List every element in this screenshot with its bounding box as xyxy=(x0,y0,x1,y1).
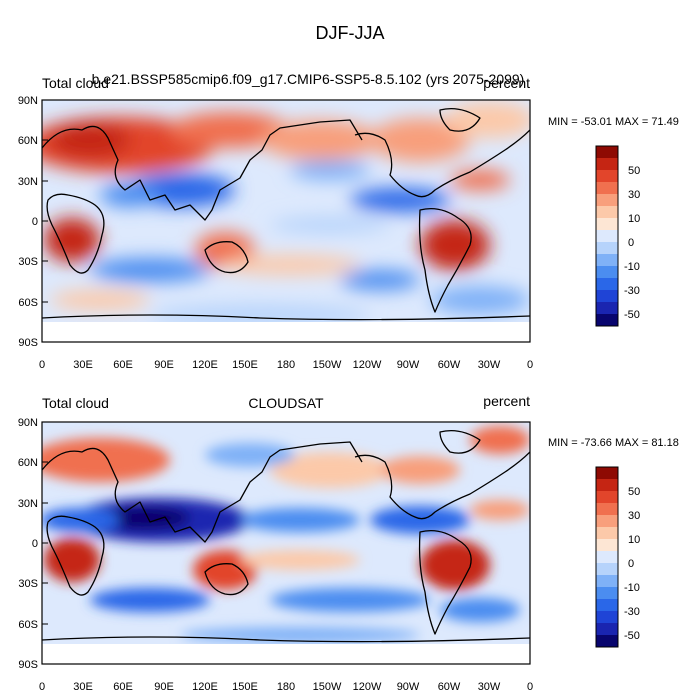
panel-2-x-tick: 90E xyxy=(154,681,174,693)
panel-2-colorbar: 50 30 10 0 -10 -30 -50 xyxy=(595,466,640,648)
panel-1-stats: MIN = -53.01 MAX = 71.49 xyxy=(548,116,679,128)
panel-2-y-tick: 60N xyxy=(18,457,38,469)
panel-1-x-tick: 0 xyxy=(39,359,45,371)
panel-1-x-tick: 0 xyxy=(527,359,533,371)
panel-1-x-tick: 120W xyxy=(353,359,382,371)
panel-2-coastlines xyxy=(42,429,530,643)
panel-2-right-label: percent xyxy=(483,393,530,409)
panel-2-colorbar-label: 10 xyxy=(628,534,640,546)
panel-1-x-tick: 90E xyxy=(154,359,174,371)
panel-1-y-tick: 60N xyxy=(18,135,38,147)
panel-2-x-tick: 150W xyxy=(313,681,342,693)
panel-2-x-tick: 60W xyxy=(438,681,461,693)
panel-1-colorbar: 50 30 10 0 -10 -30 -50 xyxy=(595,145,640,327)
panel-2-x-tick: 150E xyxy=(232,681,258,693)
panel-2-center-label: CLOUDSAT xyxy=(248,395,324,411)
panel-1-colorbar-label: -10 xyxy=(624,261,640,273)
panel-1-colorbar-label: -50 xyxy=(624,309,640,321)
panel-2-y-axis: 90N 60N 30N 0 30S 60S 90S xyxy=(18,417,48,671)
panel-2-left-label: Total cloud xyxy=(42,395,109,411)
panel-1-x-tick: 30E xyxy=(73,359,93,371)
panel-1-center-label: b.e21.BSSP585cmip6.f09_g17.CMIP6-SSP5-8.… xyxy=(92,71,525,87)
panel-1-colorbar-label: 0 xyxy=(628,237,634,249)
panel-1-y-tick: 0 xyxy=(32,216,38,228)
panel-1-y-tick: 90S xyxy=(18,337,38,349)
panel-2-x-tick: 0 xyxy=(39,681,45,693)
panel-2: Total cloud CLOUDSAT percent xyxy=(18,393,679,693)
panel-2-colorbar-label: 0 xyxy=(628,558,634,570)
figure-title: DJF-JJA xyxy=(316,23,385,43)
panel-1-x-tick: 180 xyxy=(277,359,295,371)
panel-1-y-axis: 90N 60N 30N 0 30S 60S 90S xyxy=(18,95,48,349)
panel-1-x-tick: 90W xyxy=(397,359,420,371)
panel-2-x-tick: 120E xyxy=(192,681,218,693)
panel-1-field xyxy=(42,100,530,342)
panel-2-colorbar-label: -30 xyxy=(624,606,640,618)
panel-1-colorbar-label: 50 xyxy=(628,165,640,177)
panel-2-x-tick: 180 xyxy=(277,681,295,693)
panel-1-right-label: percent xyxy=(483,75,530,91)
panel-1-x-axis: 0 30E 60E 90E 120E 150E 180 150W 120W 90… xyxy=(39,359,533,371)
panel-2-y-tick: 0 xyxy=(32,538,38,550)
panel-2-x-tick: 0 xyxy=(527,681,533,693)
panel-2-x-tick: 30E xyxy=(73,681,93,693)
panel-2-y-tick: 90S xyxy=(18,659,38,671)
panel-2-y-tick: 30N xyxy=(18,498,38,510)
panel-1-y-tick: 90N xyxy=(18,95,38,107)
panel-2-colorbar-label: -50 xyxy=(624,630,640,642)
panel-2-x-tick: 60E xyxy=(113,681,133,693)
panel-1-colorbar-label: 30 xyxy=(628,189,640,201)
panel-2-y-tick: 30S xyxy=(18,578,38,590)
panel-1-left-label: Total cloud xyxy=(42,75,109,91)
panel-1-y-tick: 30S xyxy=(18,256,38,268)
panel-1-x-tick: 150E xyxy=(232,359,258,371)
panel-2-x-tick: 30W xyxy=(478,681,501,693)
panel-1-x-tick: 60E xyxy=(113,359,133,371)
panel-2-stats: MIN = -73.66 MAX = 81.18 xyxy=(548,437,679,449)
panel-1: Total cloud b.e21.BSSP585cmip6.f09_g17.C… xyxy=(18,71,679,371)
panel-1-y-tick: 60S xyxy=(18,297,38,309)
panel-1-y-tick: 30N xyxy=(18,176,38,188)
panel-1-x-tick: 120E xyxy=(192,359,218,371)
panel-2-x-tick: 90W xyxy=(397,681,420,693)
panel-1-colorbar-label: 10 xyxy=(628,213,640,225)
panel-1-x-tick: 150W xyxy=(313,359,342,371)
panel-2-y-tick: 60S xyxy=(18,619,38,631)
panel-2-colorbar-label: 50 xyxy=(628,486,640,498)
panel-1-x-tick: 60W xyxy=(438,359,461,371)
panel-2-x-tick: 120W xyxy=(353,681,382,693)
panel-1-x-tick: 30W xyxy=(478,359,501,371)
panel-1-colorbar-label: -30 xyxy=(624,285,640,297)
panel-2-colorbar-label: 30 xyxy=(628,510,640,522)
panel-2-field xyxy=(42,422,530,664)
panel-2-y-tick: 90N xyxy=(18,417,38,429)
panel-1-coastlines xyxy=(42,107,530,321)
panel-2-x-axis: 0 30E 60E 90E 120E 150E 180 150W 120W 90… xyxy=(39,681,533,693)
panel-2-colorbar-label: -10 xyxy=(624,582,640,594)
